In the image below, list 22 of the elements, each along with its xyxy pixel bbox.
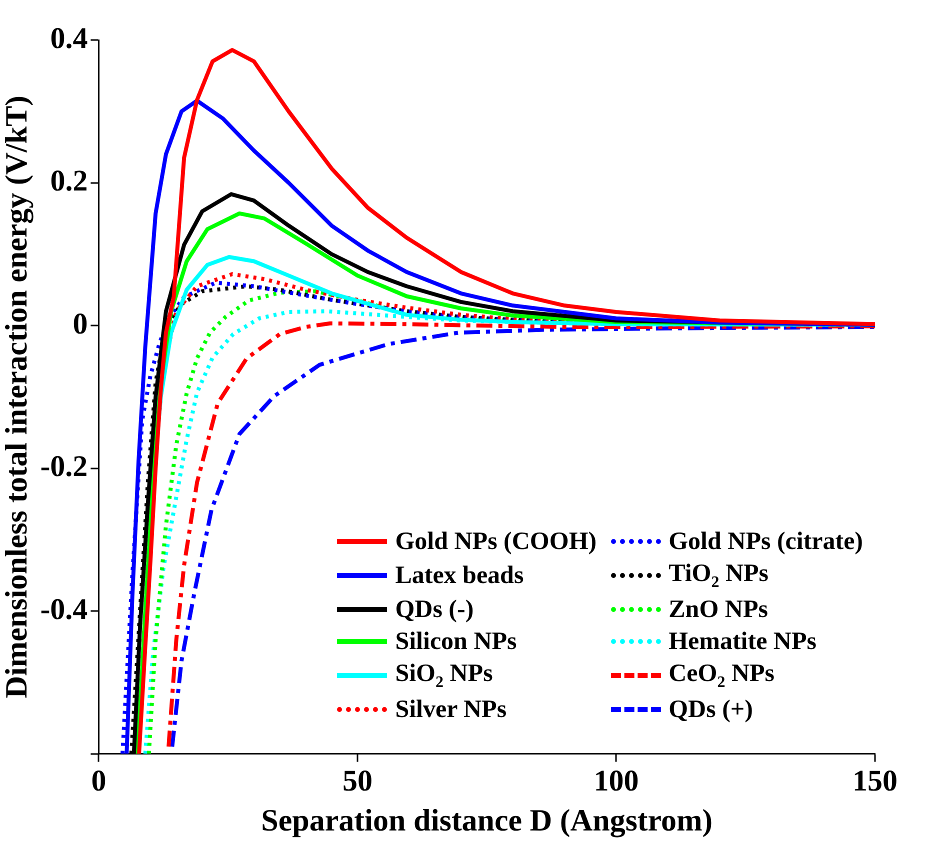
y-tick-label: -0.2 [40, 450, 88, 484]
legend-label: Latex beads [395, 562, 524, 590]
legend-label: QDs (-) [395, 596, 474, 624]
x-tick-label: 50 [342, 764, 372, 798]
legend-label: TiO$_{2}$ NPs [668, 560, 769, 592]
x-axis-title: Separation distance D (Angstrom) [261, 802, 713, 838]
text: -0.4 [40, 592, 88, 626]
y-tick-label: 0.2 [50, 164, 88, 198]
legend-label: CeO$_{2}$ NPs [668, 660, 775, 692]
x-tick-label: 100 [594, 764, 639, 798]
y-axis-title: Dimensionless total interaction energy (V/kT) [0, 96, 34, 698]
y-tick-label: 0 [72, 307, 88, 340]
legend-label: Hematite NPs [668, 628, 816, 656]
legend-label: Silver NPs [395, 696, 507, 724]
legend-label: Silicon NPs [395, 628, 517, 656]
legend-label: SiO$_{2}$ NPs [395, 660, 493, 692]
y-tick-label: 0.4 [50, 22, 88, 55]
legend-label: QDs (+) [668, 696, 753, 724]
legend-label: Gold NPs (citrate) [668, 528, 863, 556]
x-tick-label: 150 [852, 764, 898, 798]
legend-label: Gold NPs (COOH) [395, 528, 597, 556]
legend-label: ZnO NPs [668, 596, 768, 624]
